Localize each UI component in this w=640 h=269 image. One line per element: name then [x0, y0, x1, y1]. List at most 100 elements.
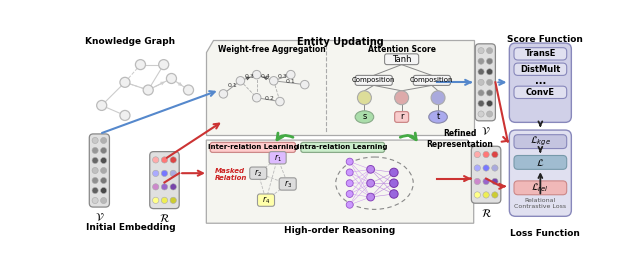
FancyBboxPatch shape	[355, 75, 392, 86]
Circle shape	[483, 151, 489, 158]
Circle shape	[92, 178, 98, 183]
Circle shape	[287, 70, 295, 79]
Circle shape	[170, 184, 177, 190]
Circle shape	[492, 178, 498, 185]
FancyBboxPatch shape	[472, 146, 501, 203]
Circle shape	[492, 151, 498, 158]
FancyBboxPatch shape	[514, 48, 566, 60]
Circle shape	[478, 90, 484, 96]
Text: ConvE: ConvE	[526, 88, 555, 97]
Circle shape	[236, 77, 244, 85]
Circle shape	[358, 91, 371, 105]
Text: Relational
Contrastive Loss: Relational Contrastive Loss	[515, 198, 566, 209]
Circle shape	[92, 147, 98, 154]
Circle shape	[152, 197, 159, 203]
Circle shape	[92, 187, 98, 194]
FancyBboxPatch shape	[413, 75, 451, 86]
Circle shape	[100, 167, 107, 174]
Circle shape	[100, 147, 107, 154]
FancyBboxPatch shape	[385, 54, 419, 65]
Text: TransE: TransE	[525, 49, 556, 58]
Circle shape	[486, 69, 493, 75]
Text: $r_4$: $r_4$	[262, 194, 270, 206]
Circle shape	[492, 165, 498, 171]
Text: $\mathcal{V}$: $\mathcal{V}$	[481, 125, 490, 137]
Circle shape	[478, 69, 484, 75]
Circle shape	[301, 80, 309, 89]
Circle shape	[92, 137, 98, 144]
Text: Score Function: Score Function	[507, 35, 583, 44]
Text: Tanh: Tanh	[392, 55, 412, 64]
Circle shape	[100, 197, 107, 204]
FancyBboxPatch shape	[509, 43, 572, 122]
Circle shape	[170, 197, 177, 203]
Circle shape	[390, 179, 398, 187]
Circle shape	[252, 70, 261, 79]
Circle shape	[486, 90, 493, 96]
FancyBboxPatch shape	[269, 152, 286, 164]
Text: $r_3$: $r_3$	[284, 178, 292, 190]
Text: Attention Score: Attention Score	[367, 45, 436, 54]
Circle shape	[474, 178, 481, 185]
Circle shape	[100, 157, 107, 164]
Circle shape	[166, 73, 177, 83]
Circle shape	[486, 48, 493, 54]
Circle shape	[100, 187, 107, 194]
Circle shape	[478, 111, 484, 117]
Text: s: s	[362, 112, 367, 122]
Text: Composition: Composition	[352, 77, 396, 83]
Circle shape	[161, 184, 168, 190]
FancyBboxPatch shape	[476, 44, 495, 121]
Circle shape	[367, 193, 374, 201]
Circle shape	[346, 190, 353, 197]
Circle shape	[478, 79, 484, 85]
Text: $\mathcal{L}_{kge}$: $\mathcal{L}_{kge}$	[530, 135, 551, 148]
Circle shape	[136, 60, 145, 70]
Circle shape	[159, 60, 169, 70]
Circle shape	[483, 178, 489, 185]
Text: 0.3: 0.3	[244, 74, 254, 79]
Circle shape	[367, 165, 374, 173]
Text: Intra-relation Learning: Intra-relation Learning	[298, 144, 388, 150]
Circle shape	[486, 58, 493, 64]
Circle shape	[492, 192, 498, 198]
Text: Masked
Relation: Masked Relation	[215, 168, 247, 182]
Text: $\mathcal{L}$: $\mathcal{L}$	[536, 157, 545, 168]
Circle shape	[346, 201, 353, 208]
Circle shape	[170, 170, 177, 176]
Circle shape	[143, 85, 153, 95]
FancyBboxPatch shape	[395, 112, 408, 122]
Circle shape	[486, 111, 493, 117]
Circle shape	[478, 58, 484, 64]
Circle shape	[252, 94, 261, 102]
FancyBboxPatch shape	[301, 142, 385, 153]
Circle shape	[100, 178, 107, 183]
Circle shape	[152, 157, 159, 163]
FancyBboxPatch shape	[514, 181, 566, 195]
Polygon shape	[206, 140, 474, 223]
Circle shape	[152, 184, 159, 190]
Text: t: t	[436, 112, 440, 122]
FancyBboxPatch shape	[514, 135, 566, 148]
Circle shape	[390, 190, 398, 198]
Text: Loss Function: Loss Function	[510, 229, 580, 238]
Circle shape	[170, 157, 177, 163]
Text: ...: ...	[535, 76, 546, 86]
Circle shape	[276, 97, 284, 106]
Text: Inter-relation Learning: Inter-relation Learning	[207, 144, 298, 150]
Text: Knowledge Graph: Knowledge Graph	[85, 37, 175, 46]
Text: 0.2: 0.2	[264, 95, 274, 101]
FancyBboxPatch shape	[210, 142, 296, 153]
Text: 0.1: 0.1	[228, 83, 237, 88]
Text: Initial Embedding: Initial Embedding	[86, 223, 175, 232]
FancyBboxPatch shape	[514, 155, 566, 169]
Circle shape	[474, 165, 481, 171]
Circle shape	[100, 137, 107, 144]
Text: $\mathcal{R}$: $\mathcal{R}$	[159, 213, 170, 224]
Circle shape	[486, 100, 493, 107]
FancyBboxPatch shape	[279, 178, 296, 190]
Circle shape	[390, 168, 398, 177]
Text: $\mathcal{R}$: $\mathcal{R}$	[481, 207, 492, 219]
Circle shape	[161, 197, 168, 203]
Circle shape	[346, 180, 353, 187]
